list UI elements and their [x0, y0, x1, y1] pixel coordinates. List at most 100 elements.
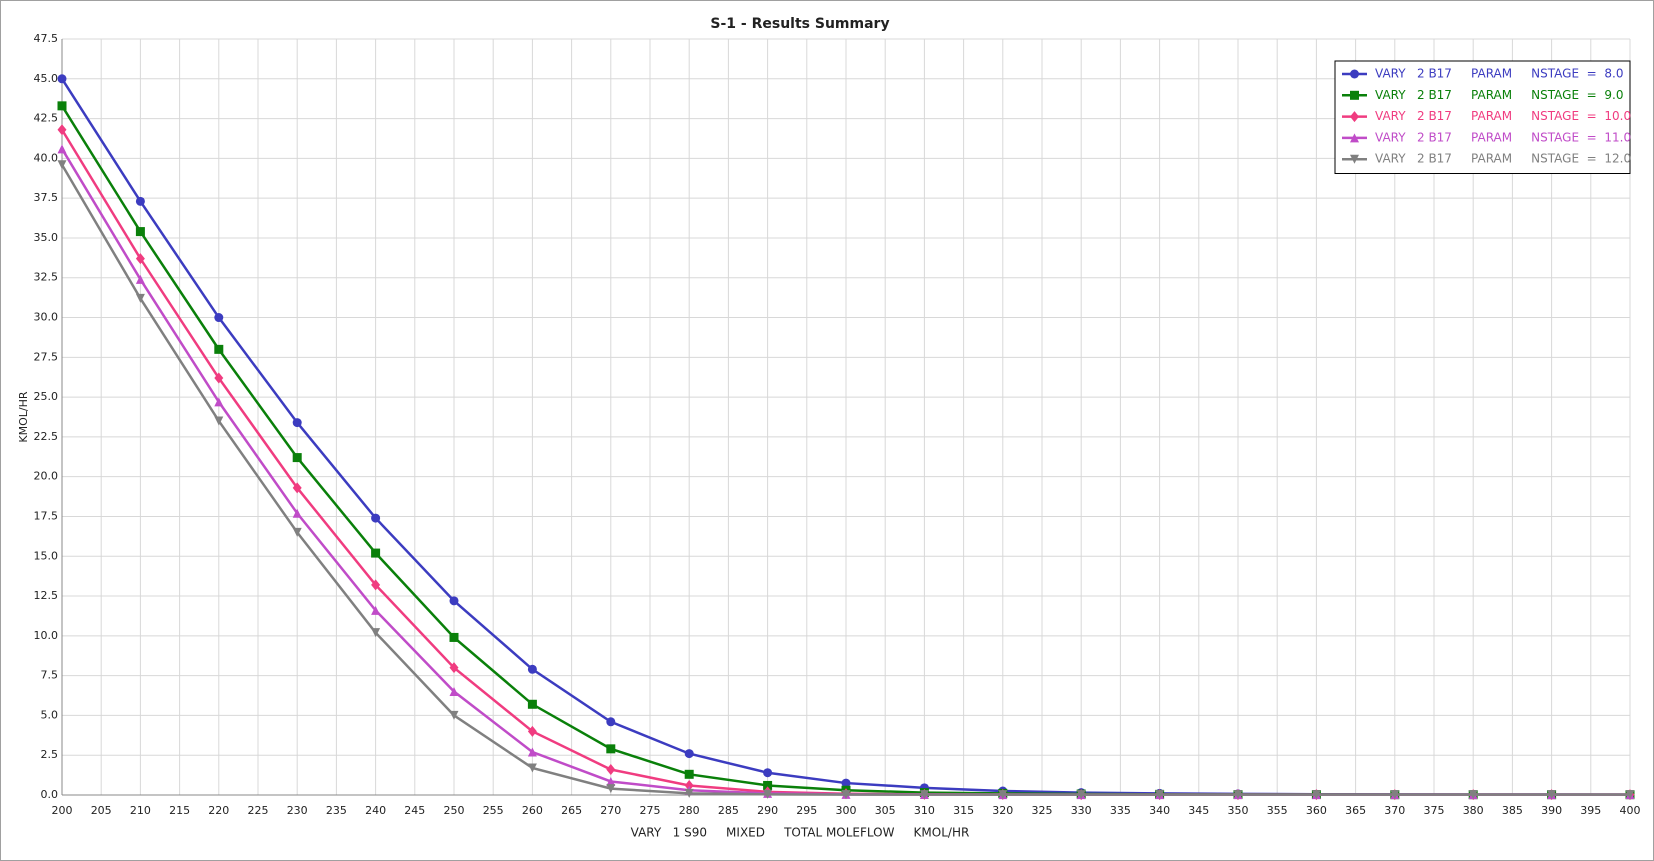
x-tick-label: 225 [248, 804, 269, 817]
marker [449, 662, 459, 674]
marker [292, 453, 302, 463]
marker [214, 313, 224, 323]
legend-box [1334, 60, 1631, 174]
y-tick-label: 20.0 [34, 470, 59, 483]
x-tick-label: 300 [836, 804, 857, 817]
y-tick-label: 10.0 [34, 629, 59, 642]
legend-marker [1350, 133, 1359, 143]
y-tick-label: 45.0 [34, 72, 59, 85]
marker [841, 790, 851, 800]
x-tick-label: 330 [1071, 804, 1092, 817]
x-axis-label: VARY 1 S90 MIXED TOTAL MOLEFLOW KMOL/HR [631, 826, 970, 840]
x-tick-label: 235 [326, 804, 347, 817]
y-tick-label: 17.5 [34, 509, 59, 522]
chart-title: S-1 - Results Summary [710, 16, 889, 32]
x-tick-label: 220 [208, 804, 229, 817]
x-tick-label: 255 [483, 804, 504, 817]
x-tick-label: 345 [1188, 804, 1209, 817]
marker [684, 769, 694, 779]
marker [1311, 790, 1321, 800]
marker [371, 548, 381, 558]
marker [919, 790, 929, 800]
marker [135, 196, 145, 206]
y-tick-label: 37.5 [34, 191, 59, 204]
marker [135, 293, 145, 303]
marker [684, 788, 694, 798]
x-tick-label: 325 [1032, 804, 1053, 817]
x-tick-label: 270 [600, 804, 621, 817]
x-tick-label: 360 [1306, 804, 1327, 817]
marker [57, 160, 67, 170]
legend-marker [1350, 154, 1359, 164]
x-tick-label: 295 [796, 804, 817, 817]
y-tick-label: 42.5 [34, 112, 59, 125]
marker [527, 664, 537, 674]
marker [214, 372, 224, 384]
marker [684, 749, 694, 759]
marker [449, 710, 459, 720]
marker [292, 527, 302, 537]
marker [57, 124, 67, 136]
marker [763, 789, 773, 799]
marker [1155, 790, 1165, 800]
marker [527, 699, 537, 709]
marker [606, 717, 616, 727]
marker [135, 227, 145, 237]
y-tick-label: 25.0 [34, 390, 59, 403]
marker [371, 513, 381, 523]
legend-label: VARY 2 B17 PARAM NSTAGE = 10.0 [1375, 109, 1631, 123]
y-tick-label: 30.0 [34, 311, 59, 324]
marker [1625, 790, 1635, 800]
x-tick-label: 280 [679, 804, 700, 817]
x-tick-label: 240 [365, 804, 386, 817]
y-tick-label: 5.0 [41, 708, 59, 721]
x-tick-label: 205 [91, 804, 112, 817]
x-tick-label: 375 [1424, 804, 1445, 817]
x-tick-label: 350 [1228, 804, 1249, 817]
x-tick-label: 320 [992, 804, 1013, 817]
marker [763, 768, 773, 778]
y-tick-label: 15.0 [34, 549, 59, 562]
y-tick-label: 22.5 [34, 430, 59, 443]
marker [1390, 790, 1400, 800]
legend-label: VARY 2 B17 PARAM NSTAGE = 9.0 [1375, 88, 1623, 102]
marker [57, 144, 67, 154]
x-tick-label: 315 [953, 804, 974, 817]
x-tick-label: 245 [404, 804, 425, 817]
y-tick-label: 27.5 [34, 350, 59, 363]
marker [371, 579, 381, 591]
legend-marker [1350, 90, 1359, 100]
x-tick-label: 340 [1149, 804, 1170, 817]
legend-label: VARY 2 B17 PARAM NSTAGE = 8.0 [1375, 67, 1623, 81]
x-tick-label: 265 [561, 804, 582, 817]
x-tick-label: 285 [718, 804, 739, 817]
marker [527, 763, 537, 773]
x-tick-label: 365 [1345, 804, 1366, 817]
legend-marker [1350, 69, 1359, 79]
marker [449, 687, 459, 697]
legend-label: VARY 2 B17 PARAM NSTAGE = 12.0 [1375, 152, 1631, 166]
marker [1076, 790, 1086, 800]
marker [214, 344, 224, 354]
marker [606, 784, 616, 794]
marker [841, 778, 851, 788]
marker [449, 632, 459, 642]
marker [449, 596, 459, 606]
marker [292, 482, 302, 494]
y-tick-label: 0.0 [41, 788, 59, 801]
x-tick-label: 260 [522, 804, 543, 817]
x-tick-label: 395 [1580, 804, 1601, 817]
y-tick-label: 47.5 [34, 32, 59, 45]
marker [57, 74, 67, 84]
marker [135, 274, 145, 284]
marker [527, 747, 537, 757]
x-tick-label: 210 [130, 804, 151, 817]
y-tick-label: 40.0 [34, 151, 59, 164]
x-tick-label: 200 [52, 804, 73, 817]
legend-label: VARY 2 B17 PARAM NSTAGE = 11.0 [1375, 130, 1631, 144]
y-axis-label: KMOL/HR [17, 391, 30, 442]
marker [684, 779, 694, 791]
legend: VARY 2 B17 PARAM NSTAGE = 8.0 VARY 2 B17 … [1334, 60, 1631, 174]
marker [214, 416, 224, 426]
